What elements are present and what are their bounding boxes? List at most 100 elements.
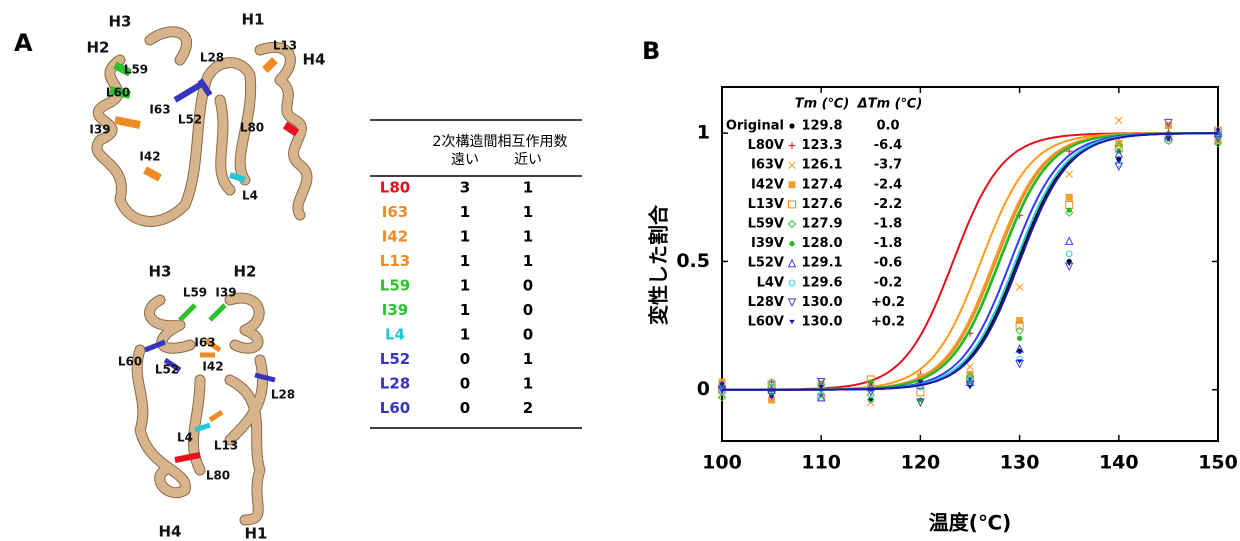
data-point — [967, 385, 973, 389]
near-count: 0 — [523, 277, 533, 295]
legend-tm: 129.8 — [801, 119, 842, 134]
near-count: 1 — [523, 350, 533, 368]
residue-label: L60 — [106, 86, 130, 100]
legend-dtm: -1.8 — [874, 217, 902, 232]
column-header: 近い — [514, 152, 542, 168]
data-point — [1115, 140, 1122, 147]
residue-label: I42 — [202, 360, 223, 374]
residue-label: L28 — [200, 51, 224, 65]
legend-dtm: -6.4 — [874, 138, 902, 153]
legend-dtm: -1.8 — [874, 236, 902, 251]
fit-curve — [722, 133, 1218, 390]
helix-label: H2 — [87, 39, 110, 57]
row-name: L28 — [380, 375, 410, 393]
helix-label: H3 — [149, 263, 172, 281]
row-name: L60 — [380, 399, 410, 417]
legend-dtm: +0.2 — [871, 295, 905, 310]
y-axis-label: 変性した割合 — [647, 204, 671, 325]
far-count: 0 — [460, 399, 470, 417]
figure: A H3H1H2H4L13L28L59L60I63L52L80I39I42L4 … — [0, 0, 1240, 541]
legend-tm: 123.3 — [801, 138, 842, 153]
near-count: 0 — [523, 301, 533, 319]
legend-header: ΔTm (℃) — [857, 97, 923, 112]
residue-label: I39 — [215, 286, 236, 300]
residue-label: L59 — [124, 63, 148, 77]
legend-dtm: -0.6 — [874, 256, 902, 271]
legend-name: L60V — [748, 315, 784, 330]
table-header: 2次構造間相互作用数 — [433, 134, 568, 150]
residue-label: I63 — [194, 336, 215, 350]
far-count: 1 — [460, 252, 470, 270]
residue-label: L4 — [177, 431, 193, 445]
residue-label: L60 — [118, 355, 142, 369]
y-tick-label: 0.5 — [676, 250, 710, 272]
data-point — [1066, 171, 1073, 178]
legend-marker — [789, 320, 795, 324]
fit-curve — [722, 133, 1218, 390]
near-count: 2 — [523, 399, 533, 417]
x-tick-label: 140 — [1099, 452, 1139, 474]
data-point — [1017, 336, 1022, 341]
legend-marker — [789, 181, 796, 188]
residue-label: I39 — [89, 123, 110, 137]
helix-label: H1 — [242, 11, 265, 29]
panel-label: A — [14, 29, 33, 57]
x-tick-label: 100 — [702, 452, 742, 474]
far-count: 1 — [460, 301, 470, 319]
residue-label: L80 — [240, 121, 264, 135]
data-point — [1066, 194, 1073, 201]
legend-marker — [789, 280, 795, 286]
legend-dtm: -0.2 — [874, 275, 902, 290]
legend-marker — [789, 260, 796, 267]
legend-marker — [789, 201, 796, 208]
far-count: 3 — [460, 179, 470, 197]
x-tick-label: 150 — [1198, 452, 1238, 474]
fit-curve — [722, 133, 1218, 389]
x-tick-label: 130 — [1000, 452, 1040, 474]
data-point — [1066, 237, 1073, 244]
helix-label: H3 — [109, 13, 132, 31]
legend-tm: 127.4 — [801, 177, 842, 192]
y-tick-label: 0 — [697, 378, 710, 400]
residue-label: I63 — [149, 103, 170, 117]
residue-label: L52 — [155, 363, 179, 377]
data-point — [1016, 327, 1023, 334]
legend-tm: 130.0 — [801, 295, 842, 310]
legend-name: I42V — [751, 177, 784, 192]
helix-label: H4 — [303, 51, 326, 69]
near-count: 1 — [523, 228, 533, 246]
row-name: L52 — [380, 350, 410, 368]
helix-label: H4 — [159, 523, 182, 541]
y-tick-label: 1 — [697, 122, 710, 144]
row-name: L80 — [380, 179, 410, 197]
data-point — [1066, 202, 1073, 209]
legend-dtm: -2.4 — [874, 177, 902, 192]
legend-name: Original — [726, 119, 784, 134]
legend-tm: 130.0 — [801, 315, 842, 330]
legend-tm: 126.1 — [801, 158, 842, 173]
helix-label: H2 — [234, 263, 257, 281]
residue-label: L13 — [214, 439, 238, 453]
legend-name: L80V — [748, 138, 784, 153]
fit-curve — [722, 133, 1218, 390]
helix-label: H1 — [245, 525, 268, 541]
legend-name: L59V — [748, 217, 784, 232]
residue-label: L80 — [206, 469, 230, 483]
x-tick-label: 120 — [901, 452, 941, 474]
legend-marker — [789, 123, 794, 128]
residue-label: I42 — [139, 150, 160, 164]
near-count: 1 — [523, 203, 533, 221]
data-point — [967, 363, 974, 370]
fit-curve — [722, 133, 1218, 389]
legend-dtm: 0.0 — [876, 119, 899, 134]
fit-curve — [722, 133, 1218, 390]
far-count: 1 — [460, 228, 470, 246]
legend-tm: 127.6 — [801, 197, 842, 212]
legend-marker — [789, 241, 794, 246]
fit-curve — [722, 133, 1218, 389]
legend-name: L4V — [757, 275, 784, 290]
fit-curve — [722, 133, 1218, 390]
residue-label: L4 — [242, 189, 258, 203]
data-point — [1016, 317, 1023, 324]
row-name: I39 — [382, 301, 408, 319]
